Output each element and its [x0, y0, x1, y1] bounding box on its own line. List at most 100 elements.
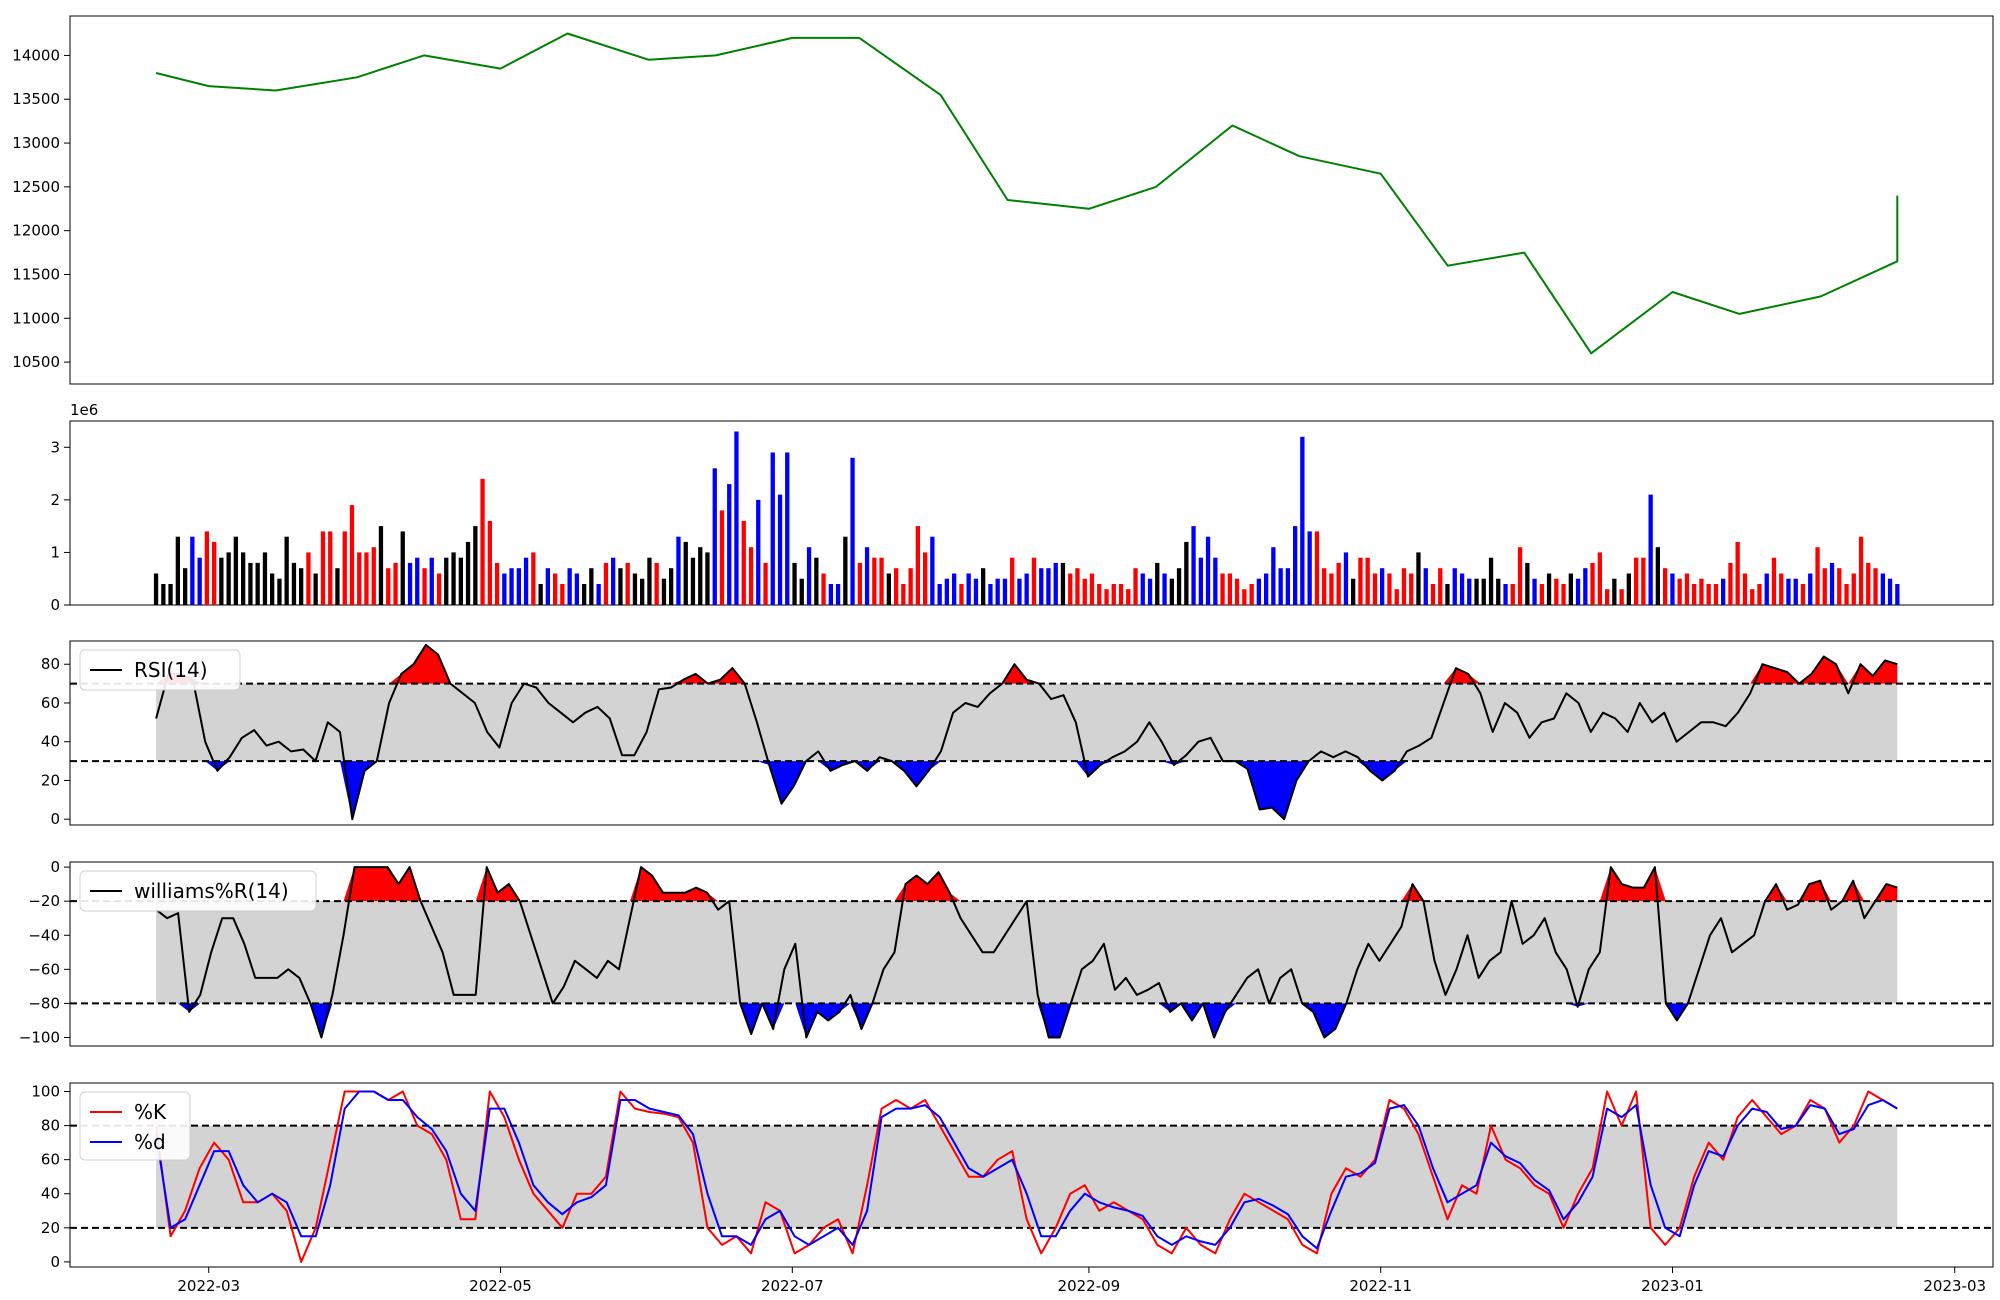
volume-bar [538, 584, 543, 605]
volume-bar [480, 478, 485, 605]
volume-bar [1089, 573, 1095, 605]
volume-bar [683, 541, 688, 605]
volume-bar [560, 584, 565, 605]
volume-bar [814, 557, 819, 605]
volume-bar [1764, 573, 1769, 605]
volume-bar [1459, 573, 1465, 605]
volume-bar [1568, 573, 1573, 605]
volume-bar [1097, 584, 1102, 605]
price-ytick-label: 11000 [12, 309, 60, 327]
williams-band [156, 901, 1898, 1004]
volume-bar [320, 531, 326, 605]
volume-bar [1372, 573, 1378, 605]
volume-bar [806, 547, 812, 605]
volume-bar [1474, 578, 1479, 605]
volume-bar [407, 562, 413, 605]
volume-bar [1837, 568, 1842, 605]
volume-bar [705, 552, 710, 605]
k-line [155, 1090, 1898, 1263]
volume-bar [944, 578, 949, 605]
xtick-label: 2023-01 [1641, 1277, 1704, 1295]
xtick-label: 2022-09 [1058, 1277, 1121, 1295]
volume-bar [1322, 568, 1327, 605]
volume-bar [915, 526, 920, 605]
volume-bar [734, 431, 739, 605]
volume-bar [937, 584, 942, 605]
volume-bar [1017, 578, 1022, 605]
volume-bar [1771, 557, 1777, 605]
volume-bar [828, 584, 833, 605]
volume-bar [1503, 584, 1508, 605]
volume-bar [1887, 578, 1893, 605]
volume-bar [509, 568, 514, 605]
volume-bar [1133, 568, 1138, 605]
volume-bar [973, 578, 979, 605]
volume-bar [183, 568, 188, 605]
williams-axes-frame [69, 861, 1994, 1047]
volume-bar [1539, 584, 1544, 605]
volume-bar [1140, 573, 1145, 605]
volume-bar [1104, 589, 1109, 605]
williams-ytick-label: 0 [50, 858, 60, 876]
williams-ytick-label: −80 [28, 994, 60, 1012]
volume-bar [908, 568, 913, 605]
volume-bar [1191, 526, 1196, 605]
volume-bar [719, 510, 725, 605]
volume-bar [313, 573, 318, 605]
volume-bar [1162, 573, 1167, 605]
volume-axes-frame [69, 420, 1994, 606]
volume-bar [756, 499, 761, 605]
volume-bar [1126, 589, 1131, 605]
volume-bar [1147, 578, 1153, 605]
volume-bar [1082, 578, 1087, 605]
volume-bar [981, 568, 986, 605]
volume-bar [371, 547, 376, 605]
volume-bar [1336, 562, 1341, 605]
volume-bar [603, 562, 609, 605]
volume-bar [618, 568, 623, 605]
volume-bar [226, 552, 231, 605]
d-line [155, 1090, 1898, 1250]
volume-bar [1655, 547, 1660, 605]
volume-bar [1779, 573, 1784, 605]
volume-bar [1619, 589, 1624, 605]
volume-bar [1234, 578, 1240, 605]
volume-ytick-label: 3 [50, 438, 60, 456]
volume-bar [1220, 573, 1225, 605]
volume-bar [1706, 584, 1711, 605]
price-ytick-label: 12500 [12, 178, 60, 196]
volume-bar [1575, 578, 1581, 605]
volume-bar [1858, 536, 1864, 605]
volume-bar [1213, 557, 1218, 605]
volume-bar [516, 568, 521, 605]
williams-line [155, 866, 1898, 1039]
volume-bar [1800, 584, 1806, 605]
price-ytick-label: 14000 [12, 46, 60, 64]
volume-bar [1692, 584, 1697, 605]
volume-bar [306, 552, 311, 605]
volume-bar [1307, 531, 1312, 605]
volume-bar [1525, 562, 1530, 605]
volume-bar [1198, 557, 1203, 605]
stochastic-axes-frame [69, 1082, 1994, 1268]
volume-bar [698, 547, 703, 605]
volume-bar [277, 578, 282, 605]
price-ytick-label: 13500 [12, 90, 60, 108]
volume-bar [161, 584, 166, 605]
volume-bar [1176, 568, 1182, 605]
volume-bar [473, 526, 478, 605]
volume-bar [785, 452, 790, 605]
volume-bar [1271, 547, 1276, 605]
volume-bar [531, 552, 536, 605]
xtick-label: 2022-11 [1349, 1277, 1412, 1295]
volume-bar [284, 536, 289, 605]
volume-bar [422, 568, 427, 605]
volume-bar [1626, 573, 1631, 605]
williams-legend-label: williams%R(14) [134, 879, 289, 903]
volume-bar [1750, 589, 1755, 605]
price-line [155, 32, 1899, 355]
volume-bar [640, 578, 645, 605]
volume-bar [502, 573, 507, 605]
volume-bar [299, 568, 304, 605]
rsi-legend [79, 649, 241, 691]
